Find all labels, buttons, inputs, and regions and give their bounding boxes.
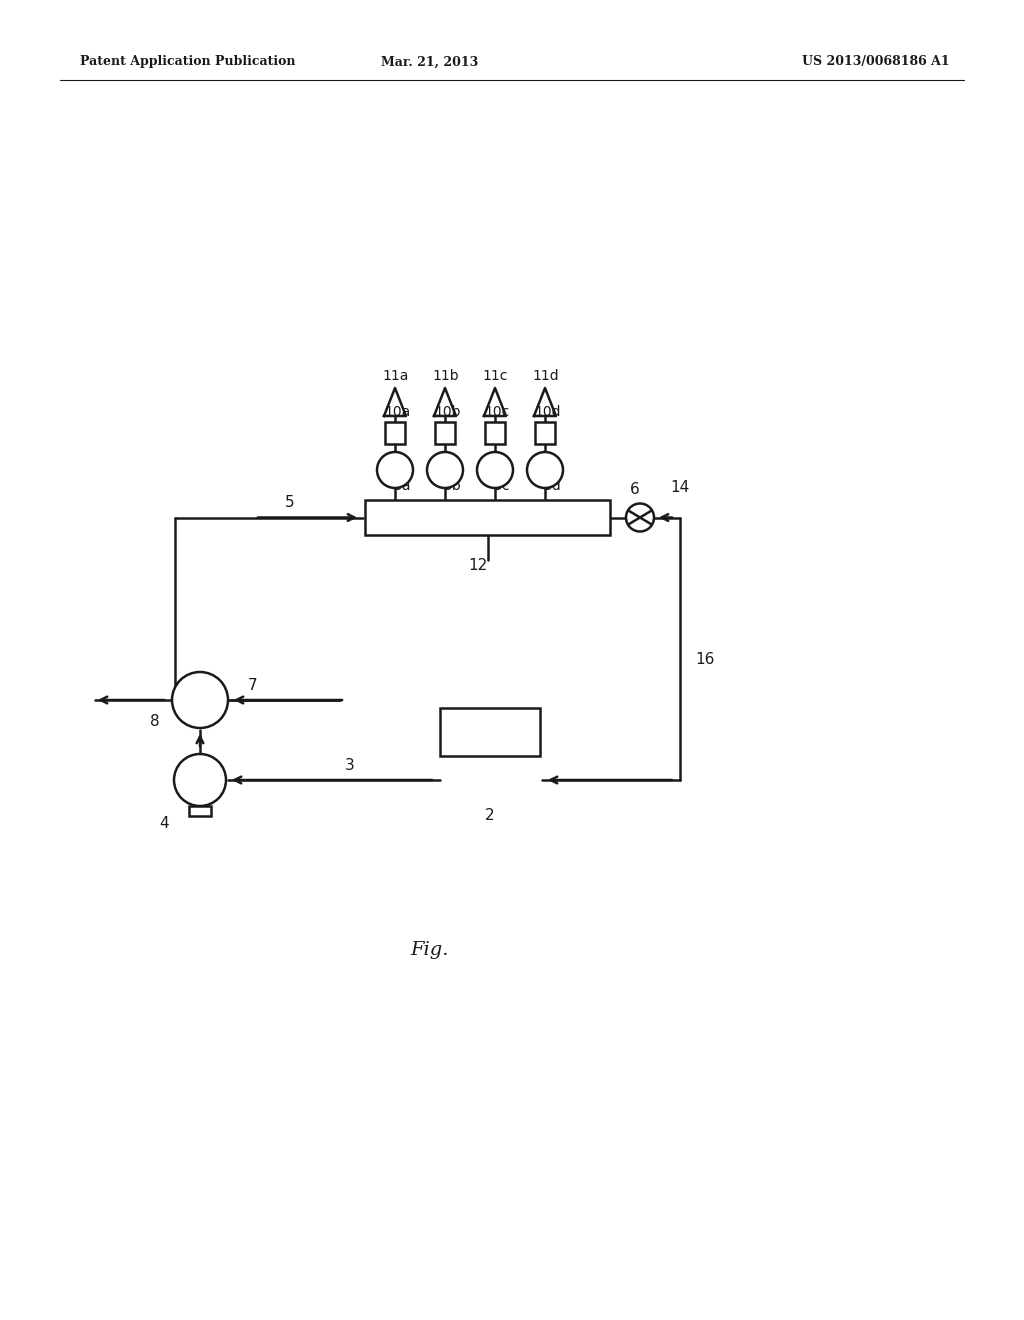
Text: 11a: 11a [382, 370, 409, 383]
Text: US 2013/0068186 A1: US 2013/0068186 A1 [803, 55, 950, 69]
Bar [365, 500, 610, 535]
Text: 3: 3 [345, 758, 355, 772]
Text: Patent Application Publication: Patent Application Publication [80, 55, 296, 69]
Text: 2: 2 [485, 808, 495, 824]
Text: 11b: 11b [432, 370, 459, 383]
Text: 9c: 9c [493, 479, 510, 492]
Circle shape [477, 451, 513, 488]
Text: 6: 6 [630, 482, 640, 498]
Circle shape [377, 451, 413, 488]
Circle shape [174, 754, 226, 807]
Text: Fig.: Fig. [411, 941, 450, 960]
Text: 8: 8 [151, 714, 160, 730]
Text: 9b: 9b [443, 479, 461, 492]
Text: 10b: 10b [434, 405, 461, 418]
Text: 16: 16 [695, 652, 715, 668]
Circle shape [427, 451, 463, 488]
Text: Mar. 21, 2013: Mar. 21, 2013 [381, 55, 478, 69]
Bar [435, 422, 455, 444]
Bar [440, 708, 540, 756]
Bar [485, 422, 505, 444]
Circle shape [527, 451, 563, 488]
Bar [385, 422, 406, 444]
Text: 10d: 10d [534, 405, 560, 418]
Circle shape [172, 672, 228, 729]
Text: 11c: 11c [482, 370, 507, 383]
Text: 9d: 9d [543, 479, 561, 492]
Text: 10a: 10a [384, 405, 411, 418]
Circle shape [626, 503, 654, 532]
Bar [189, 807, 211, 816]
Text: 7: 7 [248, 677, 258, 693]
Text: 9a: 9a [393, 479, 411, 492]
Bar [535, 422, 555, 444]
Text: 5: 5 [286, 495, 295, 510]
Text: 10c: 10c [484, 405, 509, 418]
Text: 4: 4 [160, 817, 169, 832]
Text: 14: 14 [670, 480, 689, 495]
Text: 11d: 11d [532, 370, 559, 383]
Text: 12: 12 [468, 557, 487, 573]
